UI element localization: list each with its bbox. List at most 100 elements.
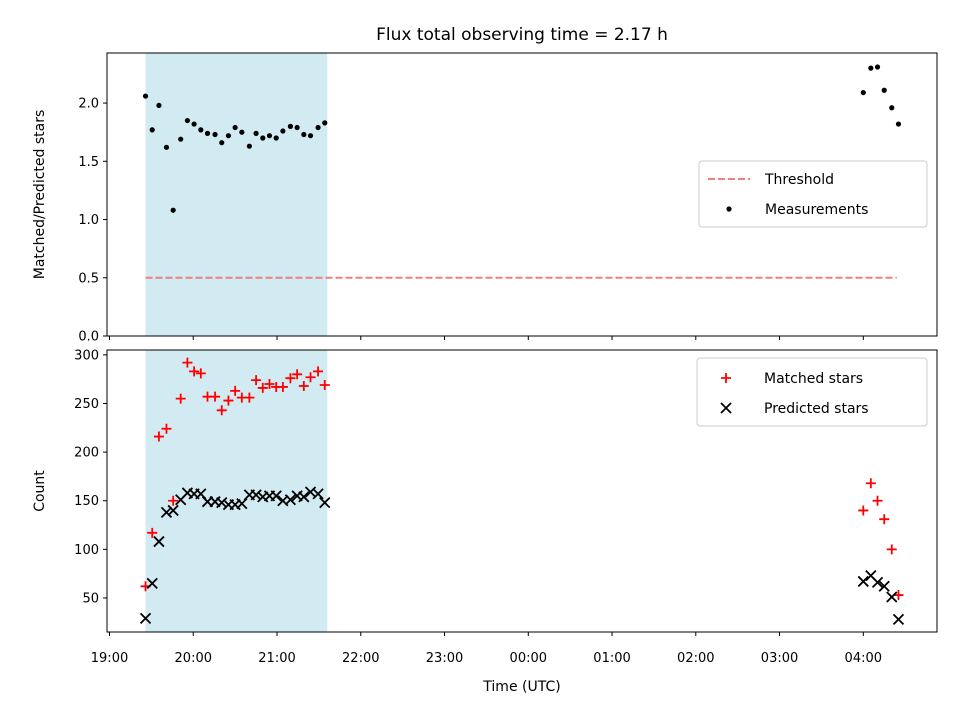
measurement-point [280, 128, 286, 134]
matched-stars-point [893, 590, 904, 601]
matched-stars-point [168, 495, 179, 506]
legend-box [696, 357, 928, 427]
measurement-point [163, 144, 170, 150]
predicted-stars-point [886, 591, 898, 603]
matched-stars-point [865, 478, 876, 489]
measurement-point [149, 127, 155, 133]
measurement-point [184, 117, 191, 124]
plot-frame [106, 52, 938, 337]
y-axis-label: Matched/Predicted stars [32, 110, 48, 280]
matched-stars-point [886, 544, 897, 555]
top-panel-ratio: 0.0 0.5 1.0 1.5 2.0 Matched/Predicted stars Th… [32, 52, 938, 345]
measurement-point [881, 87, 887, 93]
matched-stars-point [305, 372, 316, 383]
matched-stars-point [313, 366, 324, 377]
x-tick-label: 19:00 [91, 651, 128, 666]
predicted-stars-point [284, 494, 297, 506]
x-tick-label: 02:00 [677, 651, 714, 666]
legend-matched-label: Matched stars [764, 371, 863, 387]
measurement-point [260, 135, 266, 141]
measurement-point [225, 133, 232, 139]
matched-stars-point [277, 381, 288, 392]
predicted-stars-point [270, 490, 282, 502]
measurement-point [322, 120, 328, 126]
matched-stars-point [147, 527, 158, 538]
predicted-stars-point [878, 580, 890, 592]
measurement-point [287, 123, 294, 129]
measurement-point [170, 207, 176, 213]
measurement-point [232, 124, 238, 131]
y-tick-label: 50 [82, 591, 99, 606]
plot-frame [106, 349, 938, 633]
observing-window-shade [145, 53, 328, 336]
measurement-point [301, 131, 307, 138]
matched-stars-point [872, 495, 883, 506]
predicted-stars-point [312, 488, 324, 500]
matched-stars-point [153, 431, 164, 442]
measurement-point [874, 64, 881, 70]
predicted-stars-point [871, 576, 884, 589]
predicted-stars-point [857, 575, 869, 588]
matched-stars-point [251, 375, 262, 386]
measurement-point [198, 127, 204, 133]
legend-box [698, 160, 928, 228]
measurement-point [212, 131, 218, 138]
measurement-point [868, 65, 874, 71]
measurement-point [315, 124, 321, 131]
y-tick-label: 100 [74, 543, 99, 558]
x-tick-label: 04:00 [845, 651, 882, 666]
y-tick-label: 1.5 [78, 155, 99, 170]
measurement-point [178, 136, 184, 142]
matched-stars-point [210, 391, 221, 402]
predicted-stars-point [167, 504, 179, 517]
predicted-stars-point [216, 497, 228, 509]
y-tick-label: 0.0 [78, 330, 99, 345]
predicted-stars-point [146, 577, 158, 590]
legend-measurement-label: Measurements [765, 202, 868, 218]
predicted-stars-point [319, 497, 331, 509]
legend-threshold-label: Threshold [764, 172, 834, 188]
measurement-point [204, 130, 211, 136]
y-tick-label: 2.0 [78, 97, 99, 112]
predicted-stars-point [250, 489, 262, 501]
observing-window-shade [145, 350, 328, 632]
measurement-point [156, 102, 162, 109]
matched-stars-point [264, 379, 275, 390]
matched-stars-point [182, 357, 193, 368]
matched-stars-point [292, 369, 303, 380]
y-tick-label: 250 [74, 397, 99, 412]
x-tick-label: 00:00 [510, 651, 547, 666]
legend-predicted-label: Predicted stars [764, 401, 869, 417]
matched-stars-point [223, 395, 234, 406]
measurement-point [294, 124, 300, 131]
measurement-point [273, 135, 279, 141]
measurement-point [895, 121, 902, 127]
legend: Matched stars Predicted stars [696, 357, 928, 427]
bottom-panel-counts: 50 100 150 200 250 300 19:00 20:00 21:00 22:00 23:… [32, 348, 938, 666]
measurement-point [253, 130, 259, 136]
x-tick-label: 22:00 [342, 651, 379, 666]
matched-stars-point [285, 373, 296, 384]
x-tick-label: 01:00 [593, 651, 630, 666]
matched-stars-point [195, 368, 206, 379]
y-tick-label: 0.5 [78, 271, 99, 286]
x-axis-label: Time (UTC) [482, 679, 560, 695]
legend-predicted-swatch [720, 402, 732, 414]
y-tick-label: 200 [74, 446, 99, 461]
x-tick-label: 03:00 [761, 651, 798, 666]
y-tick-label: 300 [74, 348, 99, 363]
matched-stars-point [879, 514, 890, 525]
measurement-point [307, 133, 314, 139]
x-tick-label: 20:00 [175, 651, 212, 666]
matched-stars-point [189, 366, 200, 377]
measurement-point [860, 89, 866, 96]
matched-stars-point [319, 380, 330, 391]
legend-matched-swatch [721, 373, 731, 383]
legend: Threshold Measurements [698, 160, 928, 228]
measurement-point [266, 133, 273, 139]
measurement-point [246, 143, 252, 149]
predicted-stars-point [892, 613, 905, 625]
x-tick-label: 21:00 [258, 651, 295, 666]
measurement-point [219, 140, 225, 146]
